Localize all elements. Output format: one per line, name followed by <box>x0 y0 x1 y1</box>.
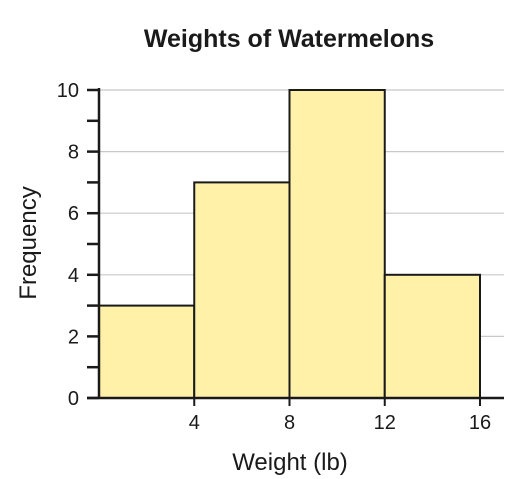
y-tick-label: 4 <box>68 265 79 287</box>
x-tick-label: 8 <box>284 412 295 434</box>
x-tick-label: 4 <box>189 412 200 434</box>
x-axis-label: Weight (lb) <box>232 449 348 476</box>
y-tick-label: 6 <box>68 203 79 225</box>
y-axis-label: Frequency <box>15 186 42 299</box>
x-axis-ticks: 4 8 12 16 <box>189 398 491 434</box>
histogram-bar-1 <box>98 304 196 400</box>
bars <box>98 89 481 400</box>
histogram-bar-2 <box>193 181 291 399</box>
y-tick-label: 8 <box>68 142 79 164</box>
y-tick-label: 10 <box>57 80 79 102</box>
histogram-bar-4 <box>383 273 481 399</box>
y-axis-ticks: 0 2 4 6 8 10 <box>57 80 99 410</box>
y-tick-label: 2 <box>68 326 79 348</box>
x-tick-label: 12 <box>374 412 396 434</box>
histogram-bar-3 <box>288 89 386 399</box>
chart-title: Weights of Watermelons <box>144 25 434 53</box>
x-tick-label: 16 <box>469 412 491 434</box>
y-tick-label: 0 <box>68 388 79 410</box>
